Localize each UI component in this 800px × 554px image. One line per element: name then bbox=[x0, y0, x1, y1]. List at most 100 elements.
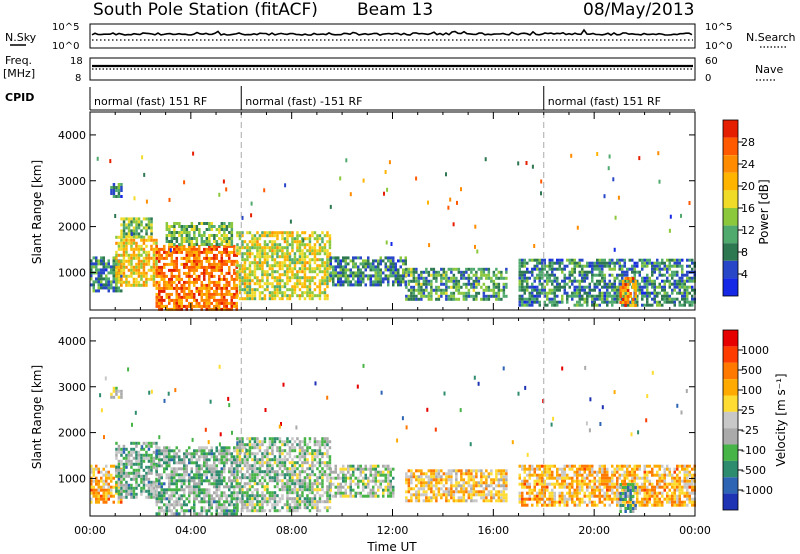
data-cell bbox=[648, 291, 651, 295]
data-cell bbox=[303, 443, 307, 447]
data-cell bbox=[518, 279, 521, 283]
data-cell bbox=[281, 267, 284, 271]
data-cell bbox=[223, 452, 226, 456]
data-cell bbox=[397, 274, 400, 278]
data-cell bbox=[258, 494, 262, 498]
data-cell bbox=[286, 482, 289, 486]
data-cell bbox=[616, 276, 619, 280]
data-cell bbox=[135, 223, 138, 227]
data-cell bbox=[145, 277, 148, 281]
data-cell bbox=[591, 270, 594, 274]
data-cell bbox=[251, 491, 254, 495]
data-cell bbox=[656, 264, 659, 268]
data-cell bbox=[233, 479, 236, 483]
data-cell bbox=[342, 494, 345, 498]
data-cell bbox=[107, 259, 110, 263]
data-cell bbox=[273, 500, 277, 504]
data-cell bbox=[492, 273, 496, 277]
data-cell bbox=[117, 274, 121, 278]
data-cell bbox=[349, 476, 352, 480]
data-cell bbox=[523, 288, 526, 292]
data-cell bbox=[168, 301, 171, 305]
data-cell bbox=[271, 276, 274, 280]
data-cell bbox=[185, 298, 188, 302]
data-cell bbox=[420, 291, 423, 295]
data-cell bbox=[313, 464, 317, 468]
data-cell bbox=[311, 470, 314, 474]
data-cell bbox=[586, 300, 589, 304]
data-cell bbox=[241, 240, 244, 244]
data-cell bbox=[492, 270, 496, 274]
data-cell bbox=[372, 262, 375, 266]
data-cell bbox=[536, 267, 539, 271]
data-cell bbox=[223, 500, 226, 504]
data-cell bbox=[326, 485, 329, 489]
data-cell bbox=[688, 285, 691, 289]
data-cell bbox=[581, 264, 584, 268]
data-cell bbox=[147, 471, 151, 475]
data-cell bbox=[268, 473, 272, 477]
data-cell bbox=[152, 450, 156, 454]
data-cell bbox=[618, 297, 621, 301]
data-cell bbox=[596, 264, 599, 268]
data-cell bbox=[497, 285, 501, 289]
data-cell bbox=[168, 503, 171, 507]
data-cell bbox=[251, 509, 254, 513]
data-cell bbox=[673, 273, 676, 277]
data-cell bbox=[298, 482, 302, 486]
data-cell bbox=[251, 279, 254, 283]
data-cell bbox=[213, 473, 216, 477]
data-cell bbox=[266, 273, 269, 277]
data-cell bbox=[198, 292, 201, 296]
data-cell bbox=[288, 485, 292, 489]
data-cell bbox=[117, 395, 121, 399]
data-cell bbox=[389, 479, 392, 483]
data-cell bbox=[213, 467, 216, 471]
data-cell bbox=[372, 476, 375, 480]
data-cell bbox=[145, 495, 148, 499]
data-cell bbox=[291, 276, 294, 280]
data-cell bbox=[283, 294, 287, 298]
freq-tick-bottom: 8 bbox=[75, 73, 81, 84]
data-cell bbox=[185, 237, 189, 240]
data-cell bbox=[460, 270, 463, 274]
data-cell bbox=[180, 295, 183, 299]
data-cell bbox=[293, 252, 297, 256]
data-cell bbox=[175, 461, 178, 465]
data-cell bbox=[306, 243, 309, 247]
data-cell bbox=[422, 279, 426, 283]
data-cell bbox=[241, 458, 244, 462]
data-cell bbox=[100, 262, 103, 266]
data-cell bbox=[626, 273, 629, 277]
data-cell bbox=[638, 270, 641, 274]
data-cell bbox=[150, 486, 153, 490]
data-cell bbox=[120, 462, 123, 466]
data-cell bbox=[316, 252, 319, 256]
data-cell bbox=[251, 500, 254, 504]
data-cell bbox=[236, 249, 239, 253]
data-cell bbox=[256, 249, 259, 253]
data-cell bbox=[278, 273, 282, 277]
data-cell bbox=[583, 270, 586, 274]
data-cell bbox=[152, 274, 156, 278]
data-cell bbox=[283, 231, 287, 235]
data-cell bbox=[591, 288, 594, 292]
data-cell bbox=[193, 228, 196, 231]
data-cell bbox=[130, 256, 133, 260]
data-cell bbox=[195, 298, 198, 302]
data-cell bbox=[210, 500, 213, 504]
data-cell bbox=[165, 473, 168, 477]
data-cell bbox=[261, 252, 264, 256]
data-cell bbox=[127, 262, 131, 266]
data-cell bbox=[253, 461, 257, 465]
data-cell bbox=[273, 297, 277, 301]
data-cell bbox=[367, 265, 370, 269]
data-cell bbox=[155, 247, 158, 251]
data-cell bbox=[190, 476, 193, 480]
data-cell bbox=[263, 240, 267, 244]
data-cell bbox=[200, 298, 203, 302]
data-cell bbox=[125, 456, 128, 460]
data-cell bbox=[293, 240, 297, 244]
data-cell bbox=[218, 494, 221, 498]
data-cell bbox=[236, 273, 239, 277]
